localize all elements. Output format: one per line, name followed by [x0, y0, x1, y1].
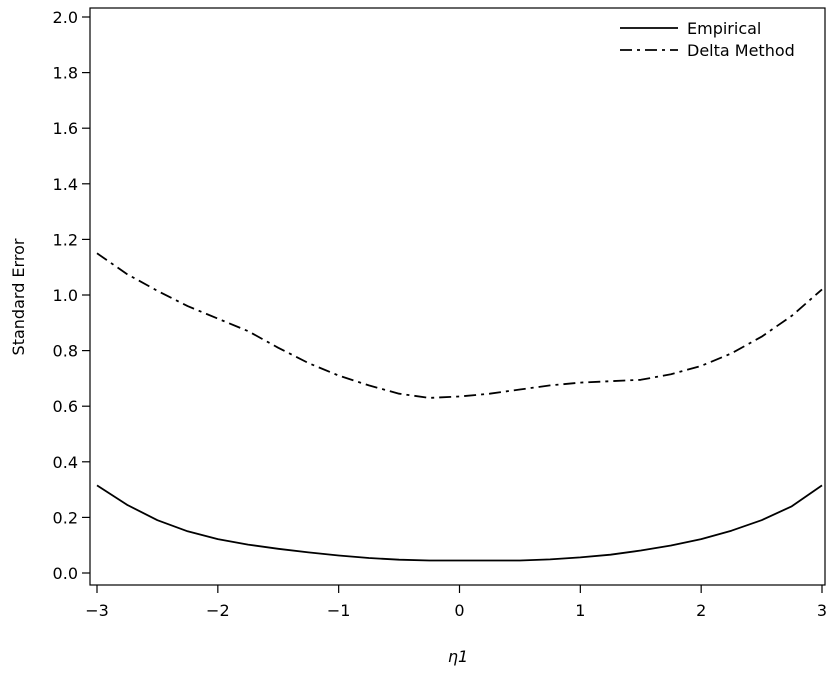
x-tick-label: 3 [817, 601, 827, 620]
series-line-delta-method [96, 252, 823, 399]
x-axis-title: η1 [448, 647, 468, 666]
y-tick-label: 1.4 [53, 175, 78, 194]
y-axis-title: Standard Error [9, 238, 28, 355]
y-tick-label: 0.6 [53, 397, 78, 416]
series-layer [96, 252, 823, 562]
y-tick-label: 1.6 [53, 119, 78, 138]
legend-label: Delta Method [687, 41, 795, 60]
legend-label: Empirical [687, 19, 761, 38]
y-tick-label: 0.8 [53, 342, 78, 361]
y-axis: 0.0 0.2 0.4 0.6 0.8 1.0 1.2 1.4 1.6 1.8 2.0 [53, 8, 90, 583]
x-axis: −3 −2 −1 0 1 2 3 [85, 585, 827, 620]
y-tick-label: 2.0 [53, 8, 78, 27]
x-tick-label: −3 [85, 601, 109, 620]
y-tick-label: 0.4 [53, 453, 78, 472]
y-tick-label: 0.2 [53, 508, 78, 527]
x-tick-label: 1 [575, 601, 585, 620]
plot-frame [89, 7, 826, 586]
x-tick-label: 2 [696, 601, 706, 620]
y-tick-label: 1.0 [53, 286, 78, 305]
x-tick-label: 0 [454, 601, 464, 620]
legend: Empirical Delta Method [620, 19, 795, 60]
x-tick-label: −2 [206, 601, 230, 620]
series-line-empirical [96, 484, 823, 562]
y-tick-label: 1.2 [53, 230, 78, 249]
y-tick-label: 1.8 [53, 64, 78, 83]
y-tick-label: 0.0 [53, 564, 78, 583]
x-tick-label: −1 [327, 601, 351, 620]
